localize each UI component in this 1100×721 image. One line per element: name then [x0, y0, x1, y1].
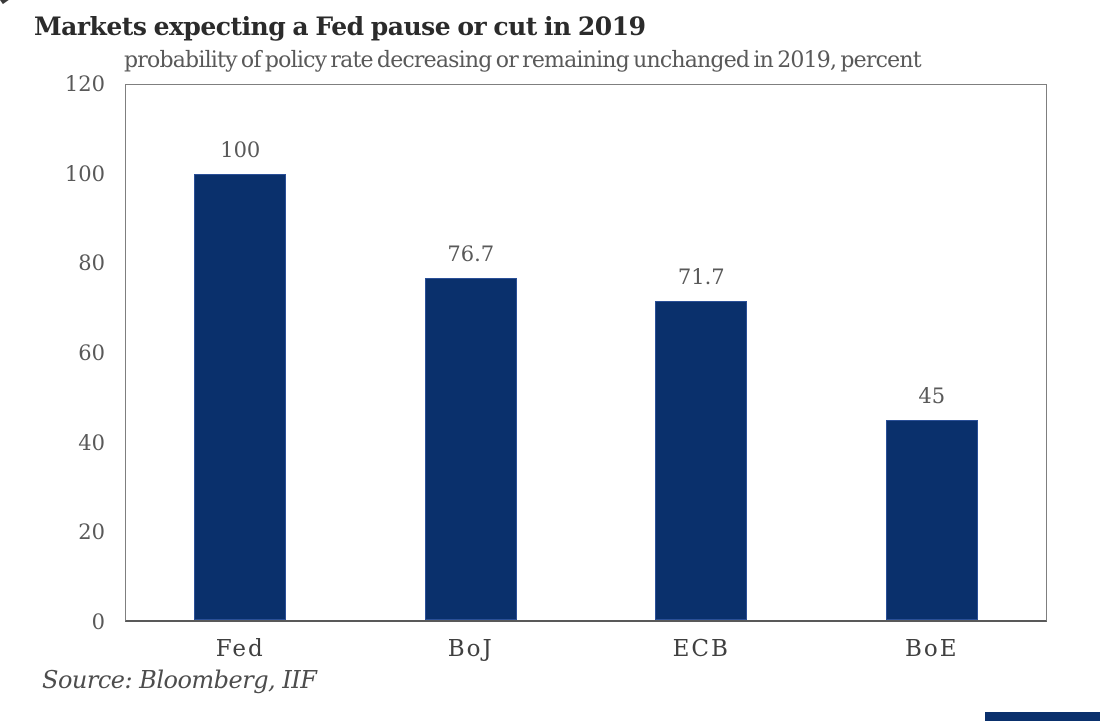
- source-note: Source: Bloomberg, IIF: [42, 666, 317, 694]
- footer-accent-strip: [985, 712, 1100, 721]
- y-tick-label: 100: [64, 161, 105, 186]
- bar-Fed: [194, 173, 287, 620]
- corner-artifact-mark: [0, 0, 15, 5]
- value-label-ECB: 71.7: [677, 264, 725, 289]
- value-label-Fed: 100: [220, 137, 261, 162]
- value-label-BoE: 45: [918, 384, 946, 409]
- chart-subtitle: probability of policy rate decreasing or…: [124, 48, 922, 73]
- y-tick-label: 0: [91, 610, 105, 634]
- chart-title: Markets expecting a Fed pause or cut in …: [34, 12, 646, 41]
- bar-ECB: [655, 300, 748, 620]
- x-label-ECB: ECB: [672, 636, 730, 662]
- bar-BoE: [885, 420, 978, 620]
- y-tick-label: 60: [78, 341, 105, 365]
- y-tick-label: 20: [78, 520, 105, 545]
- bar-BoJ: [424, 278, 517, 620]
- x-label-BoE: BoE: [904, 636, 959, 662]
- y-tick-label: 120: [64, 72, 105, 96]
- x-label-Fed: Fed: [215, 636, 265, 662]
- y-tick-label: 80: [78, 251, 105, 276]
- value-label-BoJ: 76.7: [447, 242, 495, 267]
- y-tick-label: 40: [78, 430, 105, 455]
- x-label-BoJ: BoJ: [447, 636, 494, 662]
